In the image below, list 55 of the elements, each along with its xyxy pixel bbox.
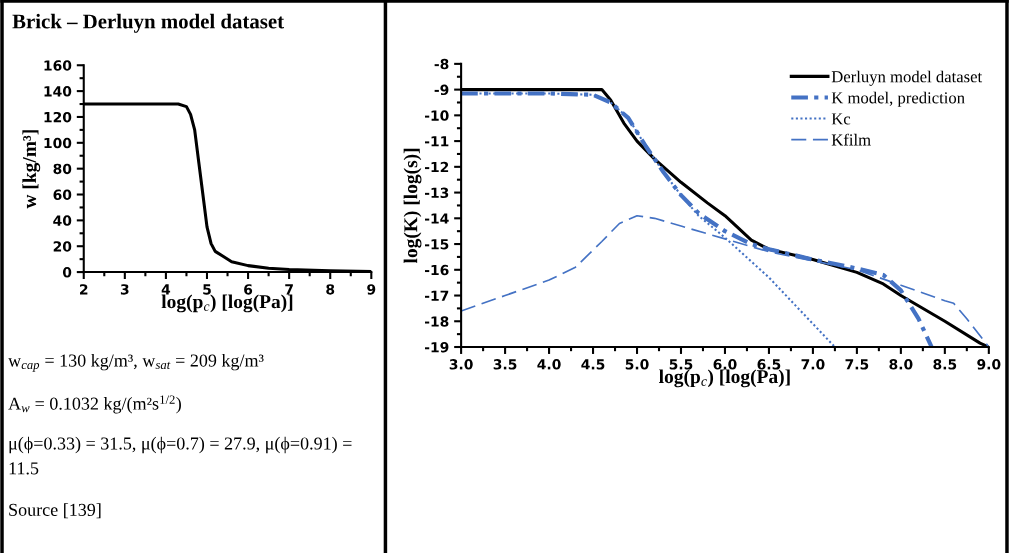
x-tick-label: 5.5 <box>669 359 693 370</box>
x-tick-label: 6.0 <box>713 359 737 370</box>
x-tick-label: 7.5 <box>845 359 869 370</box>
y-tick-label: 120 <box>44 111 72 123</box>
y-tick-label: -18 <box>424 316 449 327</box>
y-tick-label: -13 <box>424 187 449 199</box>
x-tick-label: 5.0 <box>625 359 649 370</box>
text: A$_{w}$ = 0.1032 kg/(m²s$^{1/2}$) <box>8 395 181 414</box>
y-tick-label: -8 <box>434 58 449 70</box>
y-tick-label: -17 <box>424 290 449 301</box>
chart-title: Brick – Derluyn model dataset <box>12 13 284 33</box>
x-tick-label: 6 <box>244 284 253 295</box>
x-tick-label: 9.0 <box>977 359 1001 370</box>
x-tick-label: 8 <box>326 284 335 295</box>
y-tick-label: 0 <box>62 267 72 278</box>
legend-label: K model, prediction <box>831 91 965 107</box>
y-tick-label: -14 <box>424 213 449 224</box>
x-tick-label: 3 <box>120 284 129 295</box>
y-tick-label: 40 <box>53 215 72 226</box>
x-tick-label: 4 <box>161 284 171 295</box>
y-tick-label: 140 <box>44 86 72 97</box>
x-tick-label: 4.0 <box>537 359 561 370</box>
source-note: Source [139] <box>9 503 101 519</box>
x-tick-label: 2 <box>80 284 88 295</box>
x-tick-label: 3.0 <box>449 359 473 370</box>
y-tick-label: 100 <box>44 137 72 149</box>
x-tick-label: 7 <box>285 284 293 295</box>
legend-label: Kc <box>831 113 851 125</box>
y-tick-label: 60 <box>53 189 72 200</box>
y-axis-title: log(K) [log(s)] <box>403 148 422 264</box>
x-tick-label: 7.0 <box>801 359 825 370</box>
text: w$_{cap}$ = 130 kg/m³, w$_{sat}$ = 209 kg/m³ <box>8 353 264 372</box>
x-axis-title: log(p$_{c}$) [log(Pa)] <box>161 294 293 313</box>
text: μ(ϕ=0.33) = 31.5, μ(ϕ=0.7) = 27.9, μ(ϕ=0.91) = 11.5 <box>9 436 352 475</box>
legend-label: Kfilm <box>831 133 871 146</box>
x-tick-label: 5 <box>203 284 211 295</box>
x-axis-title: log(p$_{c}$) [log(Pa)] <box>659 369 790 388</box>
x-tick-label: 3.5 <box>493 359 517 370</box>
y-tick-label: 80 <box>53 163 72 175</box>
x-tick-label: 6.5 <box>757 359 781 370</box>
legend-label: Derluyn model dataset <box>831 70 983 86</box>
y-tick-label: -10 <box>424 110 449 121</box>
y-tick-label: -11 <box>424 136 449 147</box>
y-tick-label: 160 <box>44 60 72 71</box>
y-axis-title: w [kg/m³] <box>22 130 41 209</box>
y-tick-label: -12 <box>424 161 449 173</box>
x-tick-label: 8.0 <box>889 359 913 370</box>
y-tick-label: -9 <box>434 84 449 96</box>
x-tick-label: 8.5 <box>933 359 957 370</box>
x-tick-label: 4.5 <box>581 359 605 370</box>
y-tick-label: 20 <box>53 241 72 252</box>
y-tick-label: -15 <box>424 239 449 250</box>
y-tick-label: -19 <box>424 341 449 353</box>
x-tick-label: 9 <box>367 284 376 295</box>
y-tick-label: -16 <box>424 264 449 276</box>
